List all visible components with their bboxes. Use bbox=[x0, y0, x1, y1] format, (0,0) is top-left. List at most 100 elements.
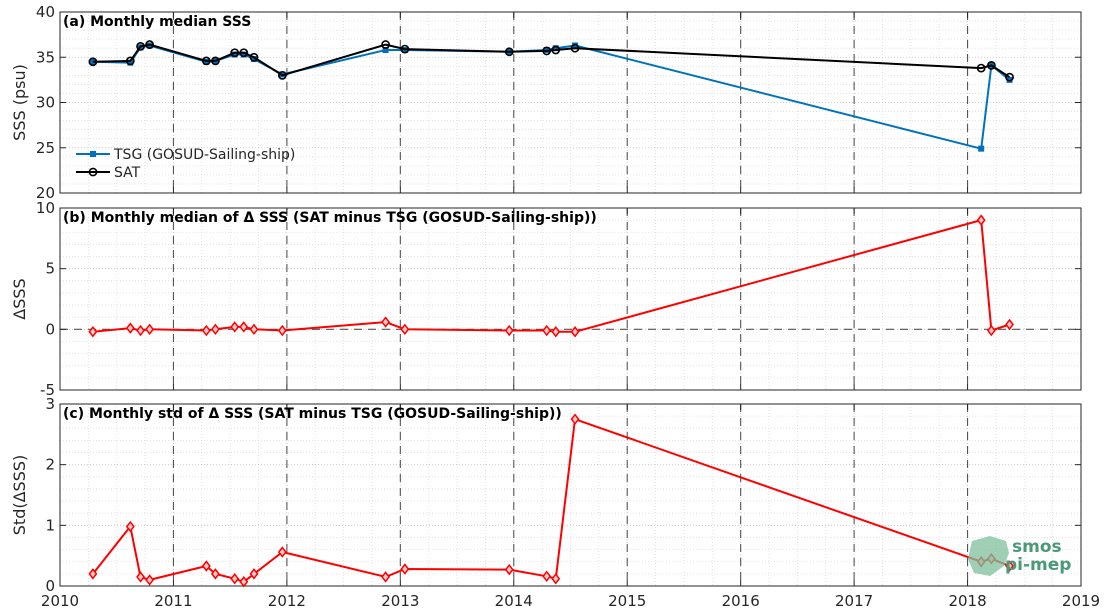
data-point bbox=[504, 47, 514, 57]
panel-a-legend: TSG (GOSUD-Sailing-ship) SAT bbox=[76, 147, 295, 181]
x-tick-label: 2019 bbox=[1062, 592, 1100, 610]
data-point bbox=[382, 47, 389, 54]
data-point bbox=[230, 572, 240, 585]
data-point bbox=[125, 322, 135, 334]
y-tick-label: 35 bbox=[36, 48, 55, 66]
data-point bbox=[542, 46, 552, 56]
data-point bbox=[230, 48, 240, 58]
y-tick-label: 3 bbox=[45, 395, 55, 413]
data-point bbox=[570, 43, 580, 53]
y-tick-label: 0 bbox=[45, 320, 55, 338]
data-point bbox=[1005, 318, 1014, 331]
data-point bbox=[504, 563, 514, 576]
data-point bbox=[239, 576, 249, 588]
data-point bbox=[976, 63, 986, 73]
data-point bbox=[201, 560, 211, 572]
data-point bbox=[400, 563, 410, 575]
data-point bbox=[986, 60, 996, 70]
logo-map-shape bbox=[968, 536, 1009, 576]
data-point bbox=[542, 570, 552, 583]
logo-text-pi-mep: pi-mep bbox=[1005, 555, 1071, 575]
data-point bbox=[277, 324, 287, 337]
data-point bbox=[136, 324, 145, 337]
series-line-sat bbox=[92, 43, 1011, 79]
data-point bbox=[239, 48, 249, 58]
x-tick-label: 2012 bbox=[268, 592, 306, 610]
data-point bbox=[88, 57, 98, 67]
x-tick-label: 2016 bbox=[722, 592, 760, 610]
axes-frame bbox=[59, 207, 1082, 391]
data-point bbox=[239, 321, 249, 333]
data-point bbox=[551, 572, 561, 585]
x-tick-label: 2015 bbox=[608, 592, 646, 610]
panel-c-title: (c) Monthly std of Δ SSS (SAT minus TSG … bbox=[63, 406, 562, 422]
data-point bbox=[210, 568, 220, 580]
panel-b: -5 0 5 10 bbox=[36, 199, 1082, 399]
data-point bbox=[125, 56, 135, 66]
data-point bbox=[145, 323, 155, 336]
legend-tsg-marker bbox=[90, 151, 96, 157]
data-point bbox=[249, 52, 259, 62]
data-point bbox=[551, 326, 561, 338]
y-tick-label: 1 bbox=[45, 516, 55, 534]
data-point bbox=[542, 324, 552, 337]
legend-tsg-label: TSG (GOSUD-Sailing-ship) bbox=[113, 147, 295, 163]
data-point bbox=[136, 571, 145, 583]
data-point bbox=[127, 59, 134, 66]
data-point bbox=[570, 413, 580, 425]
data-point bbox=[400, 323, 410, 336]
panel-b-title: (b) Monthly median of Δ SSS (SAT minus T… bbox=[63, 210, 597, 226]
x-tick-label: 2017 bbox=[835, 592, 873, 610]
y-tick-label: 2 bbox=[45, 456, 55, 474]
data-point bbox=[89, 58, 96, 65]
y-tick-label: 0 bbox=[45, 577, 55, 595]
data-point bbox=[381, 571, 391, 583]
data-point bbox=[986, 324, 996, 337]
data-point bbox=[88, 568, 98, 580]
x-tick-label: 2010 bbox=[41, 592, 79, 610]
y-tick-label: 25 bbox=[36, 139, 55, 157]
data-point bbox=[231, 51, 238, 58]
data-point bbox=[1005, 72, 1014, 82]
y-tick-label: 20 bbox=[36, 184, 55, 202]
panel-c-y-axis-label: Std(ΔSSS) bbox=[10, 455, 29, 535]
data-point bbox=[145, 40, 155, 49]
x-tick-label: 2018 bbox=[948, 592, 986, 610]
data-point bbox=[381, 316, 391, 328]
y-tick-label: 40 bbox=[36, 3, 55, 21]
panel-a-title: (a) Monthly median SSS bbox=[63, 14, 251, 30]
data-point bbox=[250, 56, 257, 63]
data-point bbox=[249, 568, 259, 580]
panel-a: 20 25 30 35 40 bbox=[36, 3, 1082, 202]
data-point bbox=[145, 574, 155, 586]
y-tick-label: -5 bbox=[40, 381, 55, 399]
data-point bbox=[88, 326, 98, 338]
x-tick-label: 2013 bbox=[381, 592, 419, 610]
axes-frame bbox=[59, 403, 1082, 587]
y-tick-label: 5 bbox=[45, 260, 55, 278]
data-point bbox=[201, 56, 211, 66]
x-tick-label: 2011 bbox=[154, 592, 192, 610]
data-point bbox=[136, 41, 145, 51]
data-point bbox=[230, 321, 240, 333]
panel-b-y-axis-label: ΔSSS bbox=[10, 278, 29, 319]
data-point bbox=[277, 546, 287, 558]
y-tick-label: 10 bbox=[36, 199, 55, 217]
data-point bbox=[210, 323, 220, 336]
data-point bbox=[504, 324, 514, 337]
data-point bbox=[201, 324, 211, 337]
data-point bbox=[277, 70, 287, 80]
panel-a-y-axis-label: SSS (psu) bbox=[10, 64, 29, 141]
data-point bbox=[1006, 76, 1013, 83]
data-point bbox=[249, 323, 259, 336]
data-point bbox=[211, 56, 220, 66]
legend-sat-label: SAT bbox=[114, 165, 141, 181]
data-point bbox=[552, 45, 559, 52]
data-point bbox=[240, 51, 247, 58]
data-point bbox=[125, 520, 135, 533]
data-point bbox=[1005, 560, 1014, 572]
data-point bbox=[976, 214, 986, 226]
data-point bbox=[570, 326, 580, 338]
x-tick-label: 2014 bbox=[495, 592, 533, 610]
